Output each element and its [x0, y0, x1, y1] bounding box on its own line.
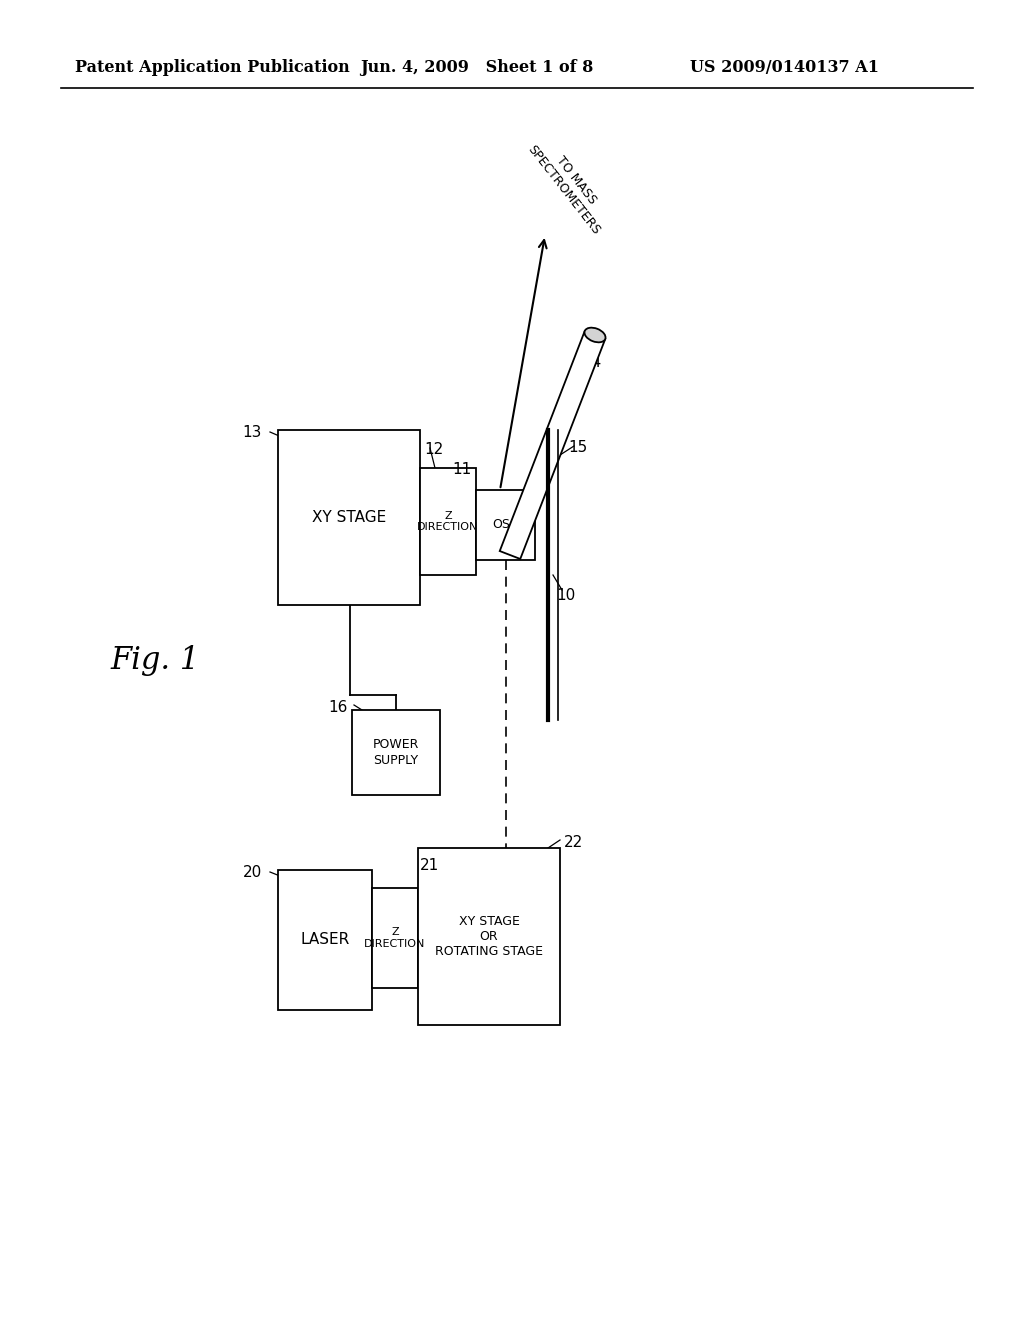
Text: 14: 14 [582, 355, 601, 370]
Text: 16: 16 [329, 700, 348, 715]
Bar [278, 430, 420, 605]
Text: 22: 22 [564, 836, 584, 850]
Text: Jun. 4, 2009   Sheet 1 of 8: Jun. 4, 2009 Sheet 1 of 8 [360, 59, 593, 77]
Text: Z
DIRECTION: Z DIRECTION [418, 511, 478, 532]
Text: LASER: LASER [300, 932, 349, 948]
Text: 21: 21 [420, 858, 439, 873]
Bar [352, 710, 440, 795]
Bar [418, 847, 560, 1026]
Bar [476, 490, 535, 560]
Text: XY STAGE
OR
ROTATING STAGE: XY STAGE OR ROTATING STAGE [435, 915, 543, 958]
Text: OSC: OSC [493, 519, 519, 532]
Bar [420, 469, 476, 576]
Text: XY STAGE: XY STAGE [312, 510, 386, 525]
Text: TO MASS
SPECTROMETERS: TO MASS SPECTROMETERS [525, 133, 614, 236]
Ellipse shape [585, 327, 605, 342]
Text: 20: 20 [243, 865, 262, 880]
Bar [372, 888, 418, 987]
Text: US 2009/0140137 A1: US 2009/0140137 A1 [690, 59, 879, 77]
Text: 13: 13 [243, 425, 262, 440]
Text: Patent Application Publication: Patent Application Publication [75, 59, 350, 77]
Text: 10: 10 [556, 587, 575, 603]
Text: 15: 15 [568, 440, 587, 455]
Bar [278, 870, 372, 1010]
Polygon shape [500, 331, 605, 558]
Text: POWER
SUPPLY: POWER SUPPLY [373, 738, 419, 767]
Text: 12: 12 [424, 442, 443, 457]
Text: 11: 11 [452, 462, 471, 477]
Text: Fig. 1: Fig. 1 [110, 644, 200, 676]
Text: Z
DIRECTION: Z DIRECTION [365, 927, 426, 949]
